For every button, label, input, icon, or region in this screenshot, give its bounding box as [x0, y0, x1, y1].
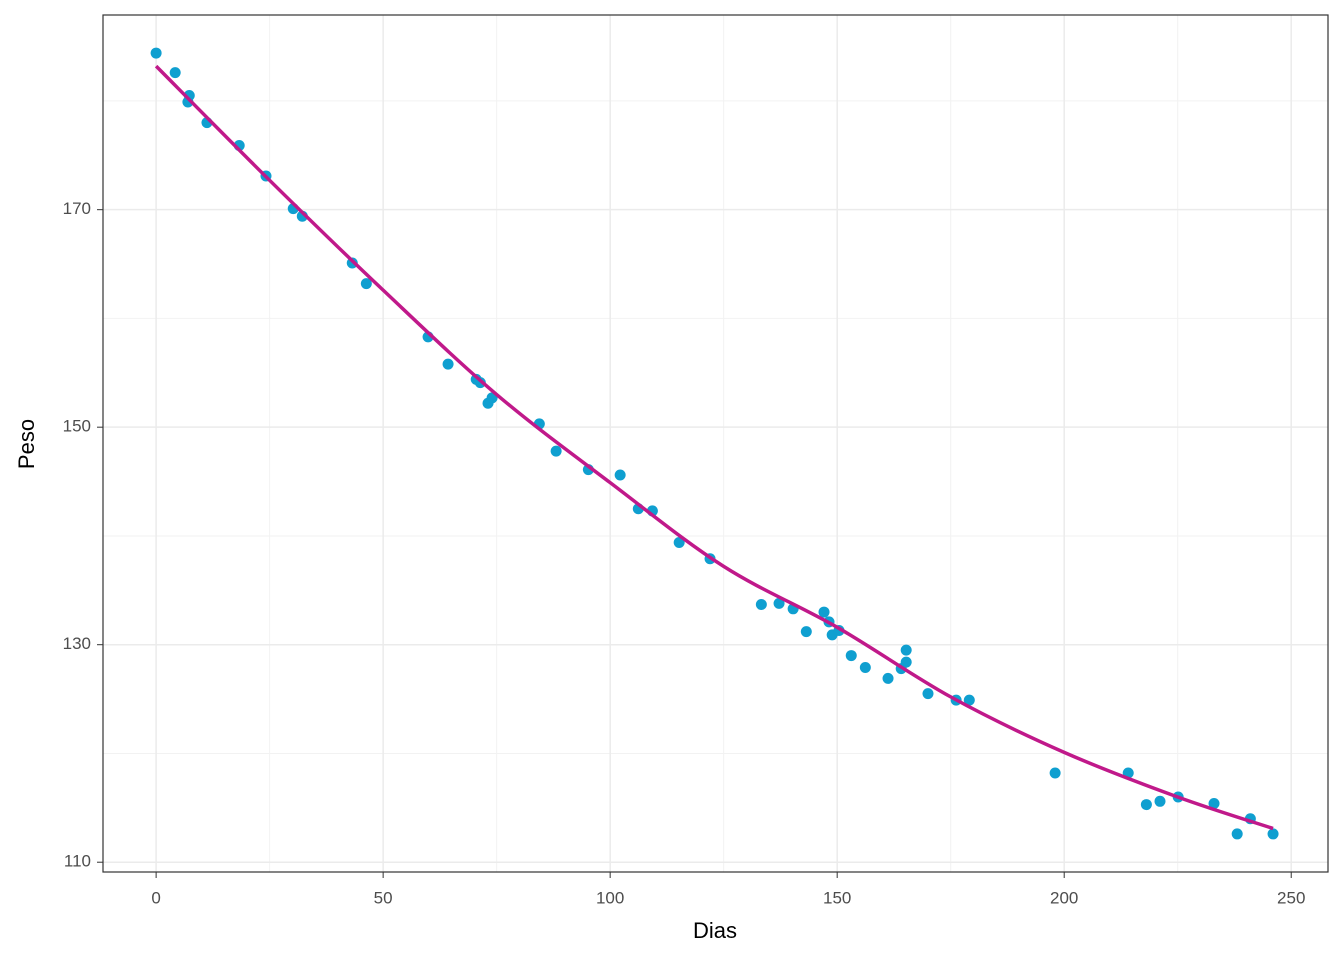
x-tick-label: 100 [596, 888, 624, 907]
data-point [169, 67, 181, 79]
x-tick-label: 250 [1277, 888, 1305, 907]
x-tick-label: 0 [151, 888, 160, 907]
data-point [1208, 797, 1220, 809]
data-point [1231, 828, 1243, 840]
data-point [845, 650, 857, 662]
data-point [673, 536, 685, 548]
fit-line [154, 64, 1274, 831]
data-point [614, 469, 626, 481]
data-point [773, 597, 785, 609]
y-tick-label: 170 [63, 199, 91, 218]
data-point [150, 47, 162, 59]
y-tick-label: 110 [64, 852, 91, 871]
data-point [922, 688, 934, 700]
data-point [550, 445, 562, 457]
data-point [882, 672, 894, 684]
data-point [800, 626, 812, 638]
data-point [963, 694, 975, 706]
plot-background [103, 15, 1328, 872]
y-tick-label: 130 [63, 634, 91, 653]
x-tick-label: 50 [374, 888, 393, 907]
data-point [1154, 795, 1166, 807]
data-point [900, 644, 912, 656]
data-point [859, 662, 871, 674]
data-point [442, 358, 454, 370]
y-tick-label: 150 [63, 417, 91, 436]
data-point [360, 278, 372, 290]
data-point [1267, 828, 1279, 840]
data-point [1140, 799, 1152, 811]
plot-border [102, 14, 1329, 873]
data-point [900, 656, 912, 668]
data-point [755, 598, 767, 610]
x-axis-title: Dias [693, 918, 737, 943]
x-tick-label: 150 [823, 888, 851, 907]
y-axis-title: Peso [14, 419, 39, 469]
data-point [1049, 767, 1061, 779]
data-point [818, 606, 830, 618]
x-tick-label: 200 [1050, 888, 1078, 907]
